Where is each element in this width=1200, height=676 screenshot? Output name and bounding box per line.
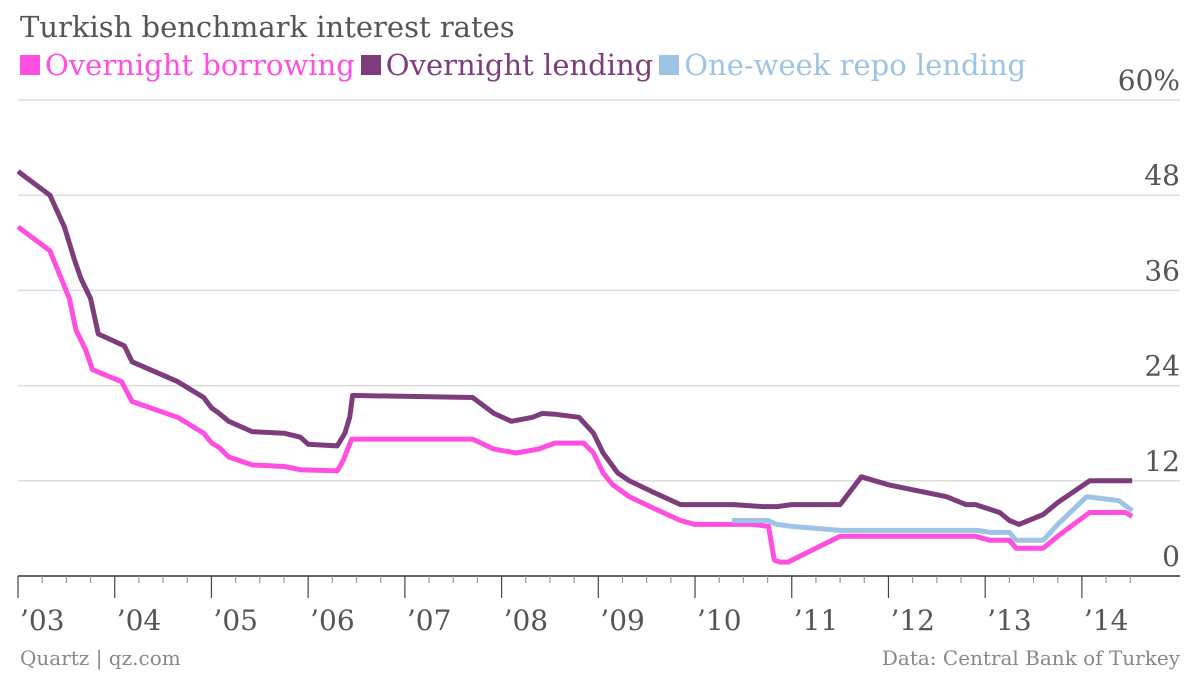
series-line-overnight-borrowing: [16, 224, 1134, 565]
series-line-overnight-lending: [16, 169, 1133, 527]
legend-label-overnight-borrowing: Overnight borrowing: [45, 48, 355, 82]
legend-swatch-overnight-borrowing: [20, 55, 40, 75]
x-tick-label: ’05: [213, 604, 258, 637]
x-tick-label: ’09: [600, 604, 645, 637]
x-tick-label: ’13: [987, 604, 1032, 637]
legend-item-overnight-lending: Overnight lending: [360, 48, 654, 82]
grid-layer: [18, 99, 1180, 482]
x-tick-label: ’08: [504, 604, 549, 637]
series-line-one-week-repo-lending: [731, 494, 1134, 543]
legend-label-overnight-lending: Overnight lending: [385, 48, 654, 82]
axis-layer: 0 12 24 36 48 60% ’03 ’04 ’05 ’06 ’07 ’08 ’09 ’10 ’11 ’…: [17, 64, 1180, 637]
y-tick-label: 60%: [1118, 64, 1180, 97]
source-text: Data: Central Bank of Turkey: [881, 646, 1180, 670]
x-tick-label: ’04: [117, 604, 162, 637]
x-tick-label: ’07: [407, 604, 452, 637]
legend-item-one-week-repo-lending: One-week repo lending: [659, 48, 1026, 82]
x-tick-label: ’06: [310, 604, 355, 637]
y-tick-label: 24: [1144, 350, 1180, 383]
x-tick-label: ’11: [794, 604, 839, 637]
series-layer: [16, 169, 1134, 565]
legend-label-one-week-repo-lending: One-week repo lending: [684, 48, 1027, 82]
x-tick-label: ’03: [20, 604, 65, 637]
legend-swatch-one-week-repo-lending: [659, 55, 680, 75]
x-tick-label: ’10: [697, 604, 742, 637]
chart-legend: Overnight borrowing Overnight lending On…: [20, 48, 1032, 82]
chart-title: Turkish benchmark interest rates: [20, 10, 515, 44]
y-tick-label: 36: [1144, 254, 1180, 287]
legend-swatch-overnight-lending: [360, 55, 381, 75]
y-tick-label: 0: [1162, 540, 1180, 573]
x-tick-label: ’14: [1084, 604, 1129, 637]
y-tick-label: 12: [1144, 445, 1180, 478]
credit-text: Quartz | qz.com: [20, 646, 181, 670]
legend-item-overnight-borrowing: Overnight borrowing: [20, 48, 355, 82]
y-tick-label: 48: [1144, 159, 1180, 192]
x-tick-label: ’12: [890, 604, 935, 637]
